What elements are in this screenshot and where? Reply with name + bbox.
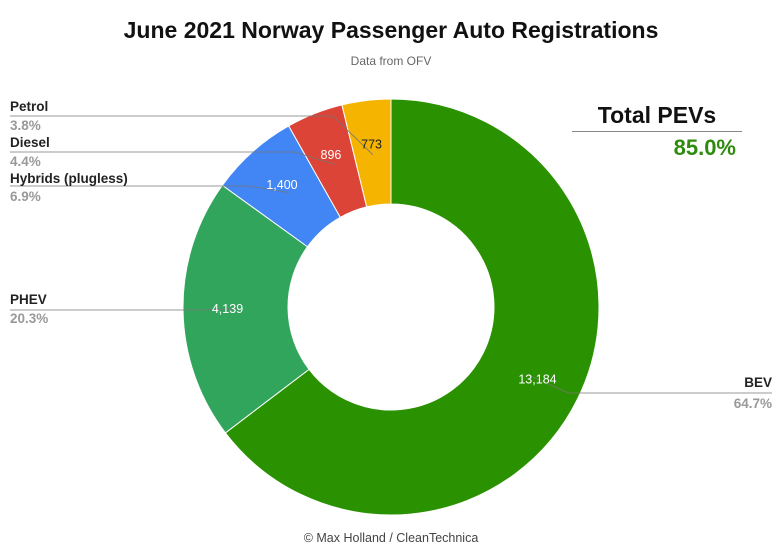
leader-line-petrol	[10, 115, 374, 155]
chart-subtitle: Data from OFV	[350, 54, 432, 68]
value-label-diesel: 896	[321, 148, 342, 162]
total-pevs-callout: Total PEVs 85.0%	[572, 102, 742, 161]
chart-title: June 2021 Norway Passenger Auto Registra…	[123, 17, 659, 43]
category-label-hybrids-plugless: Hybrids (plugless)	[10, 171, 128, 186]
percent-label-hybrids-plugless: 6.9%	[10, 189, 41, 204]
slices-group	[182, 98, 600, 516]
leader-line-hybrids-plugless	[10, 185, 289, 194]
leader-line-diesel	[10, 151, 335, 165]
labels-group: 13,184 BEV 64.7% 4,139 PHEV 20.3% 1,400 Hybrids…	[10, 99, 772, 411]
slice-petrol	[341, 98, 392, 208]
percent-label-phev: 20.3%	[10, 311, 48, 326]
category-label-diesel: Diesel	[10, 135, 50, 150]
slice-bev	[224, 98, 600, 516]
total-pevs-value: 85.0%	[673, 135, 736, 160]
category-label-bev: BEV	[744, 375, 772, 390]
value-label-phev: 4,139	[212, 302, 243, 316]
total-pevs-label: Total PEVs	[572, 102, 742, 132]
credit-text: © Max Holland / CleanTechnica	[303, 531, 479, 545]
leader-lines-group	[10, 115, 772, 394]
value-label-hybrids-plugless: 1,400	[266, 178, 297, 192]
leader-line-phev	[10, 308, 238, 311]
leader-line-bev	[528, 374, 772, 394]
percent-label-bev: 64.7%	[734, 396, 772, 411]
value-label-bev: 13,184	[518, 373, 556, 387]
category-label-petrol: Petrol	[10, 99, 48, 114]
percent-label-diesel: 4.4%	[10, 154, 41, 169]
slice-phev	[182, 184, 310, 434]
percent-label-petrol: 3.8%	[10, 118, 41, 133]
value-label-petrol: 773	[361, 138, 382, 152]
category-label-phev: PHEV	[10, 292, 47, 307]
